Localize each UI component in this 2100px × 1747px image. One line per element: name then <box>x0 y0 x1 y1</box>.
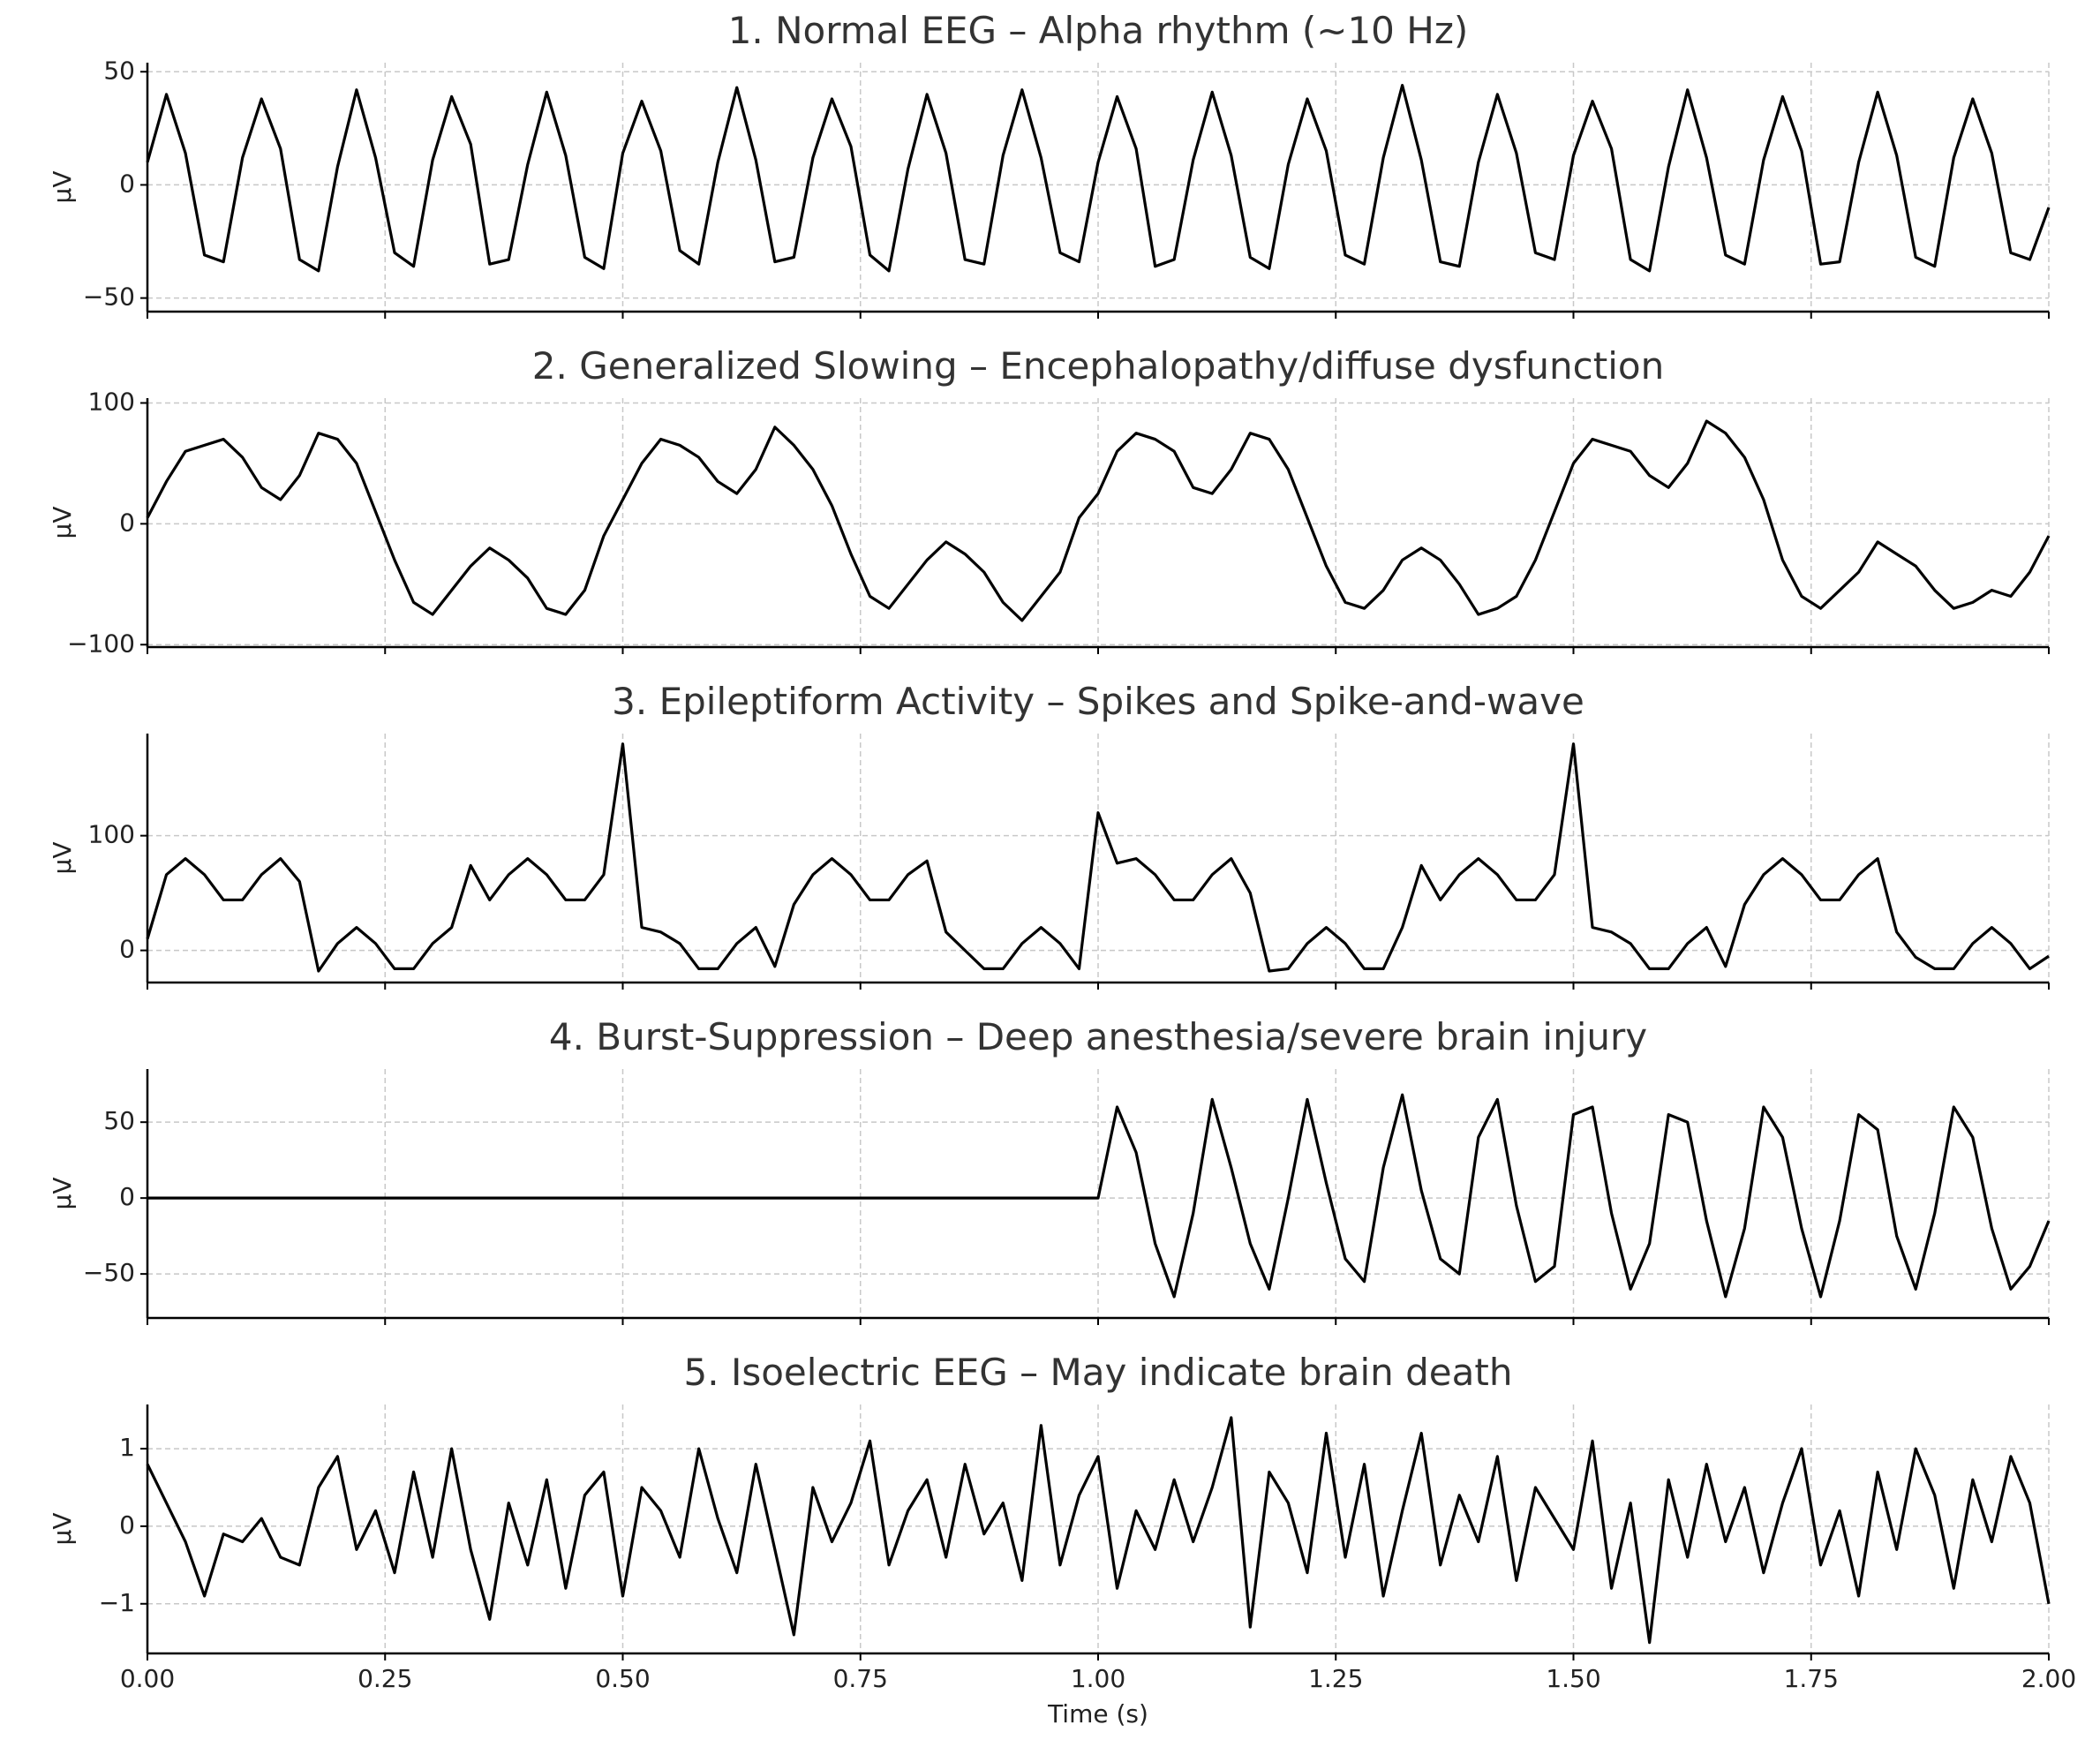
subplot-title: 1. Normal EEG – Alpha rhythm (~10 Hz) <box>728 9 1469 52</box>
x-tick-label: 2.00 <box>2021 1664 2076 1693</box>
subplot: 5. Isoelectric EEG – May indicate brain … <box>48 1351 2076 1728</box>
y-axis-label: μV <box>48 171 77 204</box>
y-tick-label: 0 <box>119 169 135 198</box>
eeg-trace <box>147 1093 2051 1299</box>
subplot: 3. Epileptiform Activity – Spikes and Sp… <box>48 680 2050 990</box>
y-tick-label: −100 <box>67 629 135 658</box>
y-tick-label: 50 <box>103 1106 135 1135</box>
y-tick-label: 100 <box>88 387 135 416</box>
eeg-trace <box>146 419 2051 622</box>
y-tick-label: 0 <box>119 508 135 537</box>
subplot-title: 5. Isoelectric EEG – May indicate brain … <box>684 1351 1513 1394</box>
y-tick-label: 0 <box>119 1182 135 1211</box>
x-tick-label: 0.75 <box>833 1664 888 1693</box>
y-axis-label: μV <box>48 1178 77 1210</box>
x-tick-label: 1.25 <box>1308 1664 1363 1693</box>
y-axis-label: μV <box>48 507 77 539</box>
subplot: 1. Normal EEG – Alpha rhythm (~10 Hz) μV −… <box>48 9 2051 319</box>
eeg-trace <box>146 84 2051 273</box>
y-tick-label: 0 <box>119 935 135 964</box>
x-tick-label: 0.25 <box>358 1664 412 1693</box>
x-tick-label: 0.50 <box>595 1664 650 1693</box>
subplot: 2. Generalized Slowing – Encephalopathy/… <box>48 344 2051 658</box>
y-tick-label: 100 <box>88 820 135 849</box>
eeg-trace <box>146 742 2050 973</box>
x-tick-label: 0.00 <box>120 1664 175 1693</box>
y-axis-label: μV <box>48 842 77 875</box>
x-axis-label: Time (s) <box>1047 1699 1148 1728</box>
y-tick-label: 1 <box>119 1433 135 1462</box>
y-tick-label: −50 <box>83 1258 135 1287</box>
subplot-title: 3. Epileptiform Activity – Spikes and Sp… <box>612 680 1584 723</box>
y-tick-label: 50 <box>103 56 135 85</box>
subplot-title: 2. Generalized Slowing – Encephalopathy/… <box>532 344 1664 388</box>
x-tick-label: 1.00 <box>1071 1664 1125 1693</box>
y-axis-label: μV <box>48 1513 77 1546</box>
subplot-title: 4. Burst-Suppression – Deep anesthesia/s… <box>549 1015 1647 1058</box>
y-tick-label: 0 <box>119 1510 135 1540</box>
eeg-trace <box>146 1416 2051 1645</box>
x-tick-label: 1.50 <box>1546 1664 1600 1693</box>
y-tick-label: −1 <box>99 1588 135 1617</box>
subplot: 4. Burst-Suppression – Deep anesthesia/s… <box>48 1015 2051 1325</box>
y-tick-label: −50 <box>83 282 135 312</box>
x-tick-label: 1.75 <box>1784 1664 1839 1693</box>
